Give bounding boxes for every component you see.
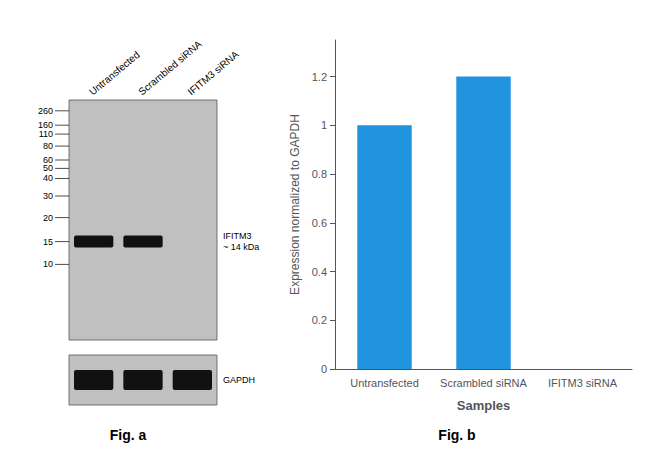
svg-text:Expression normalized to GAPDH: Expression normalized to GAPDH bbox=[288, 114, 302, 295]
svg-text:Scrambled siRNA: Scrambled siRNA bbox=[136, 38, 204, 98]
svg-text:Fig. a: Fig. a bbox=[110, 427, 147, 443]
svg-text:260: 260 bbox=[38, 106, 53, 116]
svg-text:15: 15 bbox=[43, 237, 53, 247]
svg-text:110: 110 bbox=[39, 129, 53, 139]
svg-text:IFITM3: IFITM3 bbox=[223, 231, 252, 241]
svg-text:160: 160 bbox=[38, 120, 53, 131]
svg-text:0: 0 bbox=[321, 363, 327, 375]
svg-text:50: 50 bbox=[43, 163, 53, 173]
svg-text:Samples: Samples bbox=[457, 398, 510, 413]
svg-text:10: 10 bbox=[43, 259, 53, 269]
svg-text:0.6: 0.6 bbox=[312, 217, 327, 229]
svg-text:Untransfected: Untransfected bbox=[87, 49, 142, 97]
svg-text:IFITM3 siRNA: IFITM3 siRNA bbox=[548, 377, 618, 389]
svg-text:1: 1 bbox=[321, 119, 327, 131]
svg-text:Scrambled siRNA: Scrambled siRNA bbox=[440, 377, 527, 389]
svg-text:40: 40 bbox=[43, 173, 53, 183]
svg-text:GAPDH: GAPDH bbox=[223, 375, 255, 385]
svg-text:1.2: 1.2 bbox=[312, 71, 327, 83]
svg-text:0.4: 0.4 bbox=[312, 266, 327, 278]
svg-text:~ 14 kDa: ~ 14 kDa bbox=[223, 242, 259, 252]
svg-text:Untransfected: Untransfected bbox=[350, 377, 418, 389]
svg-text:30: 30 bbox=[43, 191, 53, 201]
svg-text:Fig. b: Fig. b bbox=[438, 427, 475, 443]
svg-text:20: 20 bbox=[43, 213, 53, 223]
svg-text:60: 60 bbox=[43, 155, 53, 165]
svg-text:0.8: 0.8 bbox=[312, 168, 327, 180]
svg-text:80: 80 bbox=[43, 141, 53, 151]
svg-text:0.2: 0.2 bbox=[312, 314, 327, 326]
svg-text:IFITM3 siRNA: IFITM3 siRNA bbox=[186, 48, 241, 97]
